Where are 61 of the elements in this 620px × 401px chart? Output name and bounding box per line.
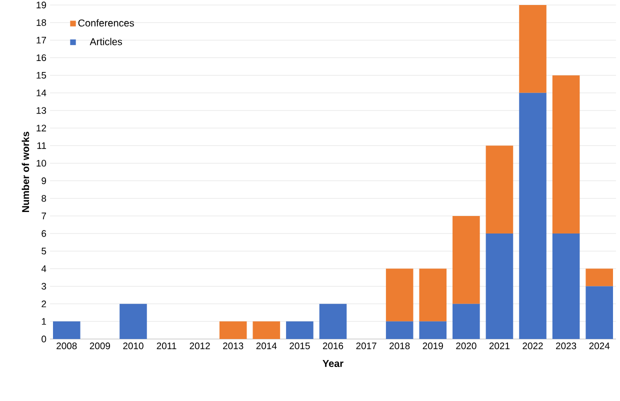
bar	[552, 234, 580, 339]
legend-label: Articles	[90, 38, 122, 46]
bar	[419, 268, 447, 322]
x-tick-label: 2015	[290, 342, 310, 350]
bar	[386, 268, 414, 322]
y-tick-label: 2	[42, 300, 46, 308]
x-tick-label: 2012	[190, 342, 210, 350]
y-tick-label: 1	[42, 318, 46, 325]
x-axis-title: Year	[322, 360, 344, 368]
bar	[552, 75, 580, 234]
x-tick-label: 2016	[322, 342, 344, 350]
y-tick-label: 6	[42, 230, 46, 237]
y-tick-label: 9	[42, 177, 46, 184]
bar	[486, 146, 514, 234]
bar	[52, 321, 80, 339]
x-tick-label: 2019	[422, 342, 443, 350]
x-tick-label: 2009	[90, 342, 110, 350]
y-tick-label: 10	[36, 160, 46, 167]
bar	[219, 321, 247, 339]
x-tick-label: 2023	[556, 342, 576, 350]
bar	[419, 321, 447, 339]
bar	[519, 92, 546, 339]
bar	[286, 321, 314, 339]
x-tick-label: 2022	[522, 342, 543, 350]
x-tick-label: 2017	[356, 342, 376, 350]
y-tick-label: 14	[36, 90, 46, 96]
bar	[319, 304, 347, 339]
x-tick-label: 2020	[456, 342, 476, 350]
y-axis-title: Number of works	[22, 132, 30, 212]
y-tick-label: 18	[36, 19, 46, 26]
y-tick-label: 8	[42, 195, 46, 202]
y-tick-label: 5	[42, 248, 46, 254]
bar	[252, 321, 280, 339]
bar	[120, 304, 147, 339]
bar	[452, 216, 480, 304]
bar	[452, 304, 480, 339]
legend-label: Conferences	[78, 19, 134, 27]
x-tick-label: 2021	[489, 342, 510, 350]
y-tick-label: 12	[36, 124, 46, 132]
y-tick-label: 15	[36, 72, 46, 79]
x-tick-label: 2008	[56, 342, 77, 350]
y-tick-label: 13	[36, 107, 46, 114]
x-tick-label: 2013	[223, 342, 244, 350]
bar	[586, 268, 614, 286]
y-tick-label: 4	[41, 265, 46, 272]
x-tick-label: 2014	[256, 342, 277, 350]
bar	[486, 234, 514, 339]
y-tick-label: 19	[36, 2, 46, 8]
y-tick-label: 17	[36, 36, 46, 44]
y-tick-label: 7	[42, 212, 46, 220]
x-tick-label: 2011	[156, 342, 176, 350]
y-tick-label: 3	[42, 282, 46, 290]
bar	[386, 321, 414, 339]
y-tick-label: 16	[36, 54, 46, 62]
x-tick-label: 2024	[589, 342, 610, 350]
y-tick-label: 0	[42, 336, 46, 342]
bar	[586, 286, 614, 339]
bar	[519, 4, 546, 93]
x-tick-label: 2010	[123, 342, 144, 350]
y-tick-label: 11	[37, 142, 46, 149]
x-tick-label: 2018	[390, 342, 410, 350]
